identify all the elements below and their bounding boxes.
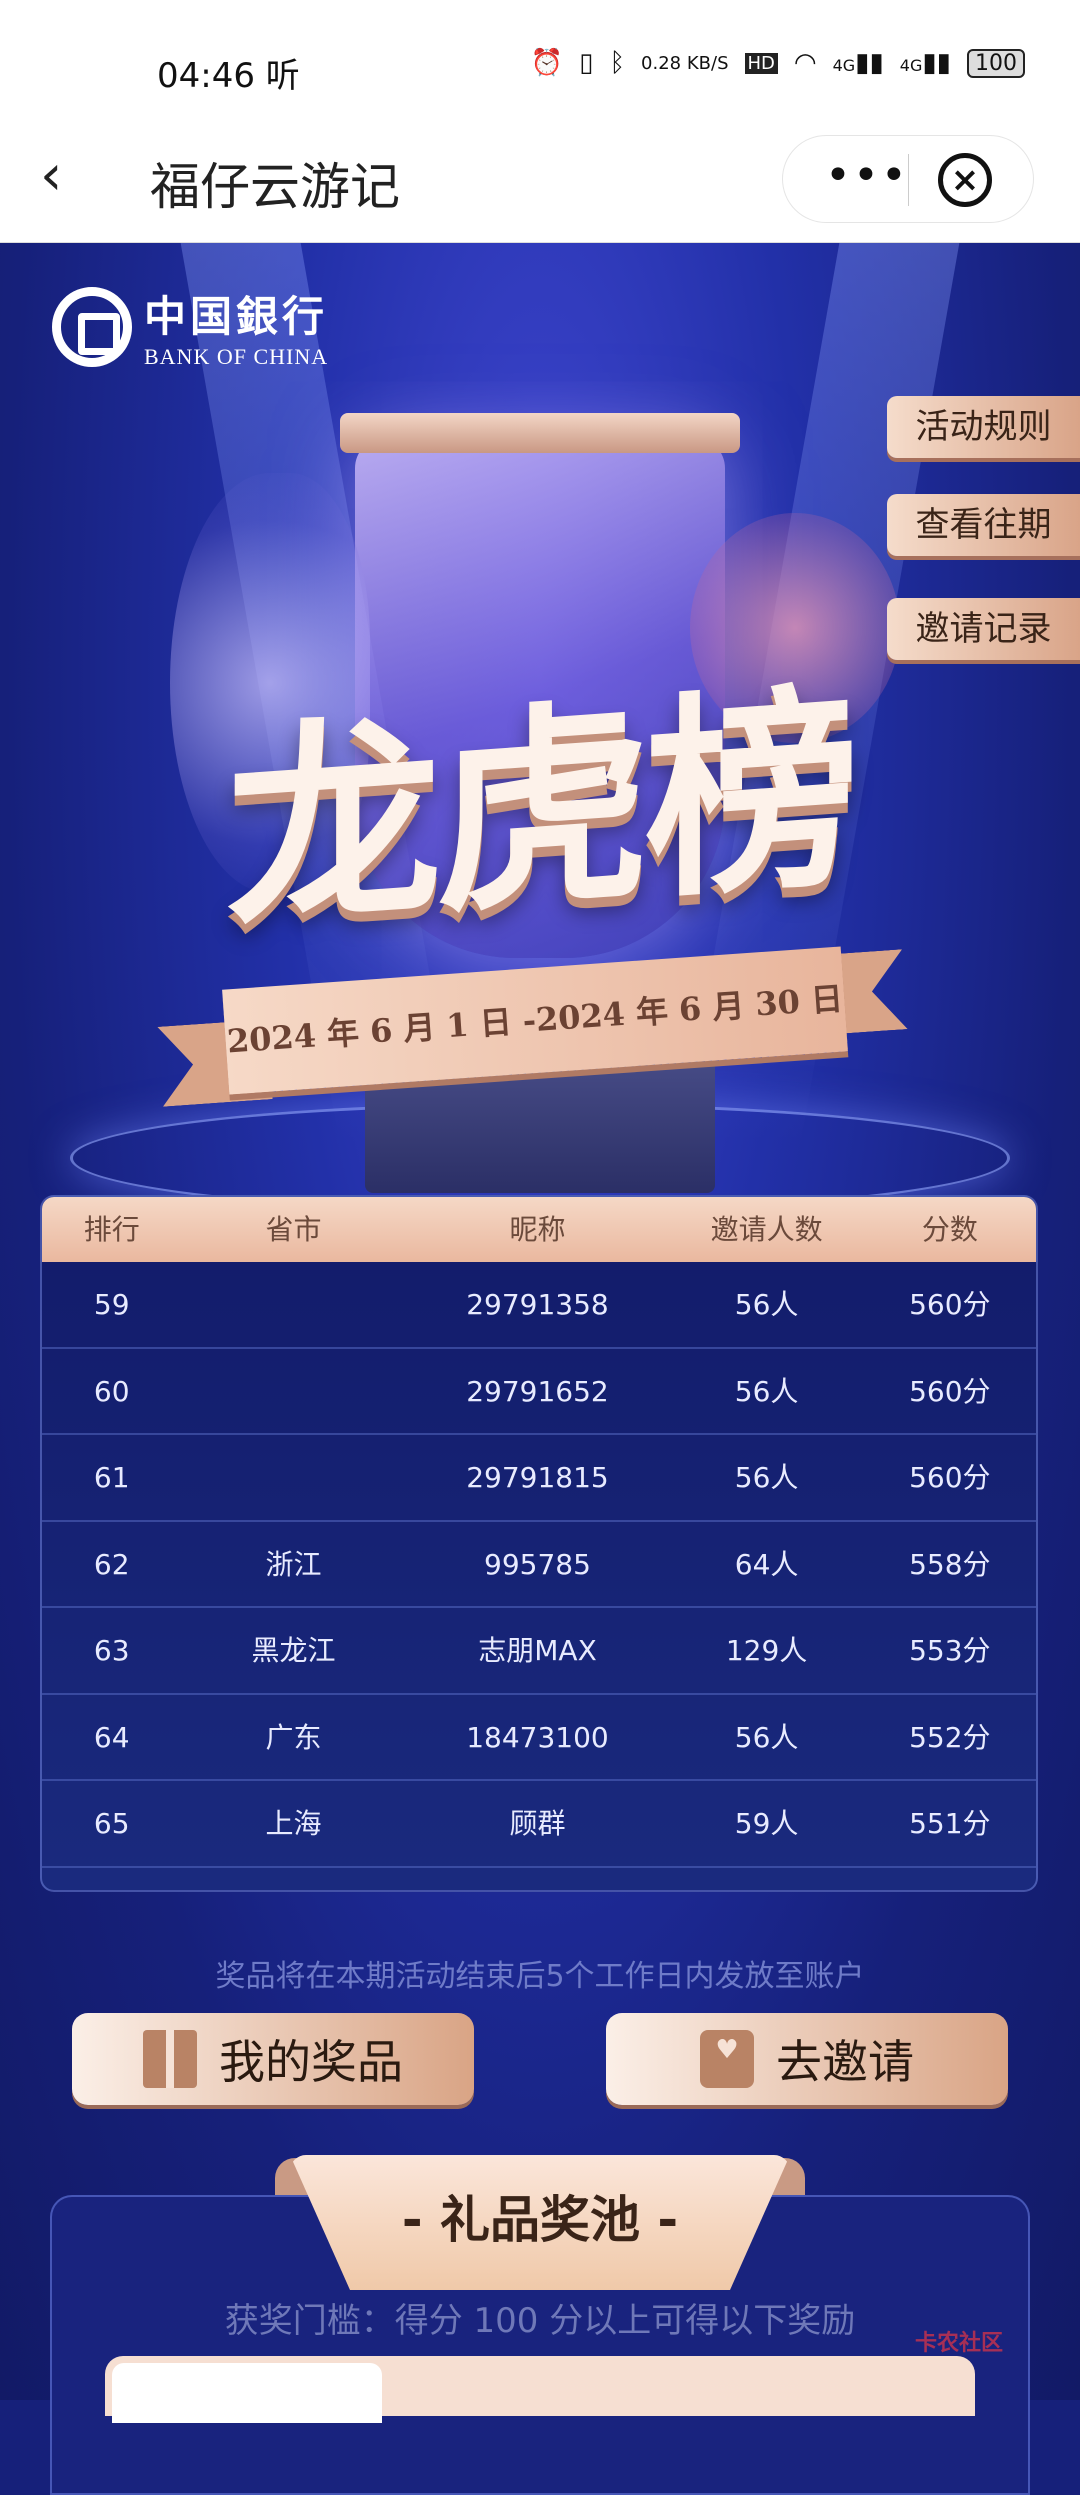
cell-rank: 61 xyxy=(93,1461,130,1494)
signal-label: 4G xyxy=(899,56,923,75)
invite-records-button[interactable]: 邀请记录 xyxy=(887,598,1080,660)
cell-nickname: 995785 xyxy=(484,1547,591,1581)
rules-button[interactable]: 活动规则 xyxy=(887,396,1080,458)
cell-province: 黑龙江 xyxy=(251,1634,336,1667)
page-content: 中国銀行 BANK OF CHINA 活动规则 查看往期 邀请记录 龙虎榜 20… xyxy=(0,243,1080,2495)
mini-program-capsule: ••• × xyxy=(782,135,1034,223)
close-button[interactable]: × xyxy=(938,153,992,207)
trophy-image xyxy=(355,438,725,958)
cell-province: 广东 xyxy=(265,1720,322,1754)
leaderboard-table: 排行 省市 昵称 邀请人数 分数 59 29791358 56人 560分 60 2979… xyxy=(40,1195,1038,1892)
cell-invites: 129人 xyxy=(725,1634,808,1667)
cell-score: 560分 xyxy=(909,1374,991,1408)
cell-nickname: 29791815 xyxy=(466,1461,609,1494)
cell-nickname: 18473100 xyxy=(466,1720,609,1754)
cell-rank: 63 xyxy=(93,1634,130,1667)
cell-province xyxy=(181,1349,405,1434)
cell-rank: 60 xyxy=(93,1374,130,1408)
cell-invites: 64人 xyxy=(734,1547,799,1581)
cell-invites: 56人 xyxy=(734,1720,799,1754)
vibrate-icon: ▯ xyxy=(579,48,594,78)
table-row: 65 上海 顾群 59人 551分 xyxy=(42,1781,1036,1868)
prize-notice: 奖品将在本期活动结束后5个工作日内发放至账户 xyxy=(215,1959,865,1994)
past-periods-button[interactable]: 查看往期 xyxy=(887,494,1080,556)
cell-invites: 56人 xyxy=(734,1374,799,1408)
page-title: 福仔云游记 xyxy=(150,158,400,216)
nav-bar: ‹ 福仔云游记 ••• × xyxy=(0,125,1080,243)
header-invites: 邀请人数 xyxy=(710,1213,823,1246)
hd-icon: HD xyxy=(744,52,778,74)
cell-rank: 64 xyxy=(93,1720,130,1754)
table-body: 59 29791358 56人 560分 60 29791652 56人 560分 61 2979… xyxy=(42,1262,1036,1868)
bluetooth-icon: ᛒ xyxy=(609,48,626,78)
cell-nickname: 顾群 xyxy=(509,1807,566,1840)
header-rank: 排行 xyxy=(83,1213,140,1246)
cell-province xyxy=(181,1435,405,1520)
cell-invites: 56人 xyxy=(734,1461,799,1494)
listen-icon: 听 xyxy=(265,56,300,96)
signal-icon: 4G▮▮ xyxy=(832,48,884,78)
cell-nickname: 29791652 xyxy=(466,1374,609,1408)
prize-image xyxy=(112,2363,382,2423)
bank-of-china-icon xyxy=(52,286,132,367)
table-row: 59 29791358 56人 560分 xyxy=(42,1262,1036,1349)
cell-nickname: 志朋MAX xyxy=(478,1634,597,1667)
cell-province: 浙江 xyxy=(265,1547,322,1581)
tiger-figure xyxy=(690,513,900,743)
cell-score: 560分 xyxy=(909,1288,991,1321)
banner-title: 龙虎榜 xyxy=(226,663,854,958)
alarm-icon: ⏰ xyxy=(530,48,564,78)
bank-logo: 中国銀行 BANK OF CHINA xyxy=(52,283,328,370)
cell-rank: 65 xyxy=(93,1807,130,1840)
invite-label: 去邀请 xyxy=(776,2035,914,2089)
table-row: 60 29791652 56人 560分 xyxy=(42,1349,1036,1435)
cell-rank: 59 xyxy=(93,1288,130,1321)
cell-score: 552分 xyxy=(909,1720,991,1754)
cell-score: 560分 xyxy=(909,1461,991,1494)
table-row: 62 浙江 995785 64人 558分 xyxy=(42,1522,1036,1608)
signal-icon-2: 4G▮▮ xyxy=(899,48,951,78)
logo-cn: 中国銀行 xyxy=(144,292,329,341)
cell-score: 553分 xyxy=(909,1634,991,1667)
back-button[interactable]: ‹ xyxy=(40,143,63,208)
header-score: 分数 xyxy=(921,1213,978,1246)
gift-icon xyxy=(143,2030,197,2088)
more-button[interactable]: ••• xyxy=(825,150,909,201)
prize-pool-title: - 礼品奖池 - xyxy=(290,2155,790,2290)
divider xyxy=(908,154,909,206)
cell-province xyxy=(181,1262,405,1347)
battery-icon: 100 xyxy=(967,48,1025,78)
cell-score: 558分 xyxy=(909,1547,991,1581)
my-prizes-label: 我的奖品 xyxy=(219,2035,403,2089)
time: 04:46 xyxy=(157,56,255,96)
logo-en: BANK OF CHINA xyxy=(144,344,329,369)
cell-province: 上海 xyxy=(265,1807,322,1840)
signal-label: 4G xyxy=(832,56,856,75)
trophy-lid xyxy=(340,413,740,453)
watermark-logo: 卡农社区 xyxy=(915,2331,1004,2356)
header-nickname: 昵称 xyxy=(509,1213,566,1246)
cell-invites: 59人 xyxy=(734,1807,799,1840)
logo-text: 中国銀行 BANK OF CHINA xyxy=(144,283,328,370)
cell-invites: 56人 xyxy=(734,1288,799,1321)
envelope-heart-icon: ♥ xyxy=(700,2030,754,2088)
status-time: 04:46 听 xyxy=(157,48,300,97)
prize-pool-threshold: 获奖门槛：得分 100 分以上可得以下奖励 xyxy=(224,2301,856,2341)
invite-button[interactable]: ♥ 去邀请 xyxy=(606,2013,1008,2105)
table-row: 61 29791815 56人 560分 xyxy=(42,1435,1036,1522)
table-row: 64 广东 18473100 56人 552分 xyxy=(42,1695,1036,1781)
wifi-icon: ◠ xyxy=(793,48,817,78)
cell-nickname: 29791358 xyxy=(466,1288,609,1321)
header-province: 省市 xyxy=(265,1213,322,1246)
table-row: 63 黑龙江 志朋MAX 129人 553分 xyxy=(42,1608,1036,1695)
status-bar: 04:46 听 ⏰ ▯ ᛒ 0.28 KB/S HD ◠ 4G▮▮ 4G▮▮ 1… xyxy=(0,0,1080,125)
table-header: 排行 省市 昵称 邀请人数 分数 xyxy=(42,1197,1036,1262)
dragon-figure xyxy=(170,473,370,893)
my-prizes-button[interactable]: 我的奖品 xyxy=(72,2013,474,2105)
status-icons: ⏰ ▯ ᛒ 0.28 KB/S HD ◠ 4G▮▮ 4G▮▮ 100 xyxy=(531,48,1025,78)
cell-score: 551分 xyxy=(909,1807,991,1840)
net-speed: 0.28 KB/S xyxy=(641,52,729,74)
cell-rank: 62 xyxy=(93,1547,130,1581)
